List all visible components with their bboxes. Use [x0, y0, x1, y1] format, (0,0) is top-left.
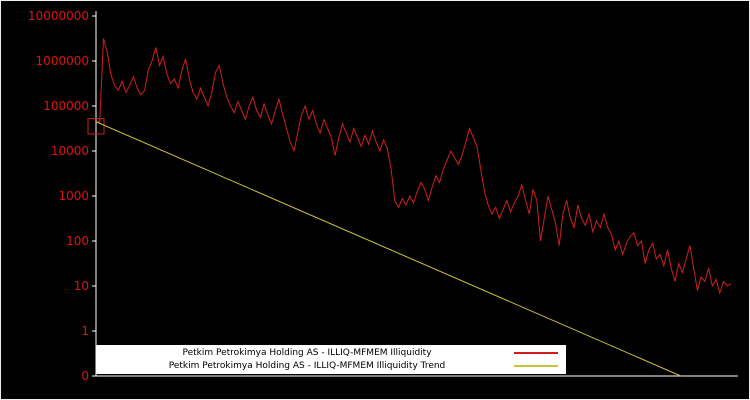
y-tick-label: 10000: [51, 144, 89, 158]
legend-line-sample: [514, 352, 558, 354]
trend-line: [95, 121, 682, 377]
y-tick-label: 1000000: [36, 54, 89, 68]
legend-label: Petkim Petrokimya Holding AS - ILLIQ-MFM…: [182, 348, 432, 358]
series-start-marker: [87, 118, 105, 135]
legend-line-sample: [514, 365, 558, 367]
y-tick-label: 0: [81, 369, 89, 383]
legend-item: Petkim Petrokimya Holding AS - ILLIQ-MFM…: [100, 360, 562, 372]
legend: Petkim Petrokimya Holding AS - ILLIQ-MFM…: [96, 345, 566, 374]
y-tick-label: 100: [66, 234, 89, 248]
y-tick-label: 100000: [43, 99, 89, 113]
legend-item: Petkim Petrokimya Holding AS - ILLIQ-MFM…: [100, 347, 562, 359]
y-tick-label: 1: [81, 324, 89, 338]
legend-label: Petkim Petrokimya Holding AS - ILLIQ-MFM…: [168, 361, 446, 371]
illiquidity-series-line: [96, 38, 732, 295]
y-tick-label: 1000: [58, 189, 89, 203]
y-tick-label: 10000000: [28, 9, 89, 23]
y-tick-label: 10: [74, 279, 89, 293]
